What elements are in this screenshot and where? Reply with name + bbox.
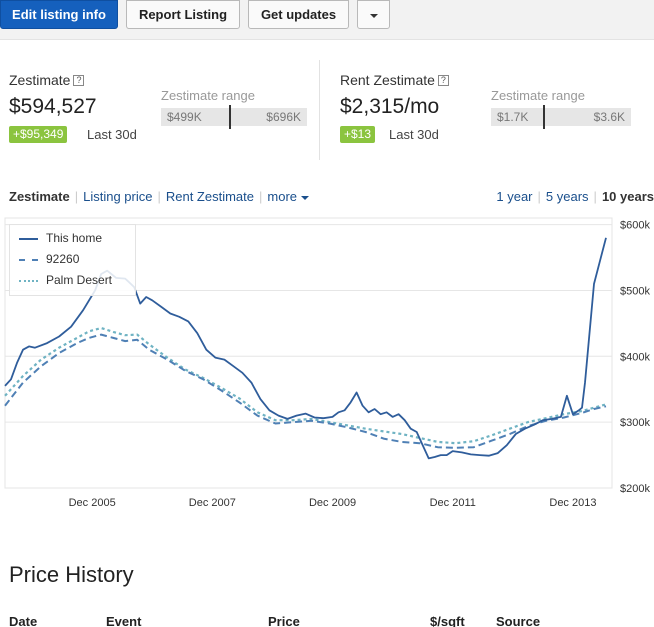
report-listing-button[interactable]: Report Listing bbox=[126, 0, 240, 29]
y-tick-label: $400k bbox=[620, 351, 650, 363]
tab-zestimate[interactable]: Zestimate bbox=[9, 189, 70, 204]
x-tick-label: Dec 2005 bbox=[69, 497, 116, 509]
range-tabs: 1 year | 5 years | 10 years bbox=[496, 189, 654, 204]
zestimate-change-badge: +$95,349 bbox=[9, 126, 68, 143]
legend-item-zip[interactable]: 92260 bbox=[19, 252, 79, 266]
zestimate-label-text: Zestimate bbox=[9, 72, 71, 88]
legend-swatch-dotted bbox=[19, 279, 38, 282]
rent-zestimate-panel: Rent Zestimate? $2,315/mo +$13 Last 30d … bbox=[340, 58, 640, 168]
rent-range-label: Zestimate range bbox=[491, 88, 585, 103]
rent-range-bar: $1.7K $3.6K bbox=[491, 105, 631, 129]
more-options-button[interactable] bbox=[357, 0, 390, 29]
chevron-down-icon bbox=[300, 195, 309, 200]
range-10-years[interactable]: 10 years bbox=[601, 189, 654, 204]
action-toolbar: Edit listing info Report Listing Get upd… bbox=[0, 0, 654, 40]
rent-period: Last 30d bbox=[389, 127, 439, 142]
range-separator: | bbox=[593, 189, 597, 204]
zestimate-range-label: Zestimate range bbox=[161, 88, 255, 103]
legend-item-city[interactable]: Palm Desert bbox=[19, 273, 112, 287]
rent-range-marker bbox=[543, 105, 545, 129]
tab-rent-zestimate[interactable]: Rent Zestimate bbox=[165, 189, 255, 204]
legend-swatch-solid bbox=[19, 237, 38, 240]
y-tick-label: $200k bbox=[620, 483, 650, 495]
tab-separator: | bbox=[157, 189, 161, 204]
chart-tabs: Zestimate | Listing price | Rent Zestimate | m… bbox=[9, 189, 309, 204]
rent-zestimate-label-text: Rent Zestimate bbox=[340, 72, 435, 88]
y-tick-label: $300k bbox=[620, 417, 650, 429]
zestimate-range-marker bbox=[229, 105, 231, 129]
help-icon[interactable]: ? bbox=[437, 75, 449, 86]
zestimate-range-bar: $499K $696K bbox=[161, 105, 307, 129]
rent-zestimate-label: Rent Zestimate? bbox=[340, 72, 449, 88]
x-tick-label: Dec 2013 bbox=[549, 497, 596, 509]
rent-range-low: $1.7K bbox=[497, 110, 529, 124]
tab-more[interactable]: more bbox=[267, 189, 309, 204]
tab-separator: | bbox=[259, 189, 263, 204]
series-line-92260 bbox=[4, 333, 607, 449]
rent-zestimate-value: $2,315/mo bbox=[340, 95, 440, 118]
column-header-event[interactable]: Event bbox=[106, 614, 142, 627]
tab-more-label: more bbox=[267, 189, 298, 204]
help-icon[interactable]: ? bbox=[73, 75, 85, 86]
range-5-years[interactable]: 5 years bbox=[545, 189, 589, 204]
tab-listing-price[interactable]: Listing price bbox=[83, 189, 153, 204]
x-tick-label: Dec 2007 bbox=[189, 497, 236, 509]
column-header-sqft[interactable]: $/sqft bbox=[430, 614, 465, 627]
edit-listing-button[interactable]: Edit listing info bbox=[0, 0, 118, 29]
range-separator: | bbox=[537, 189, 541, 204]
tab-separator: | bbox=[74, 189, 79, 204]
column-header-price[interactable]: Price bbox=[268, 614, 300, 627]
y-tick-label: $600k bbox=[620, 220, 650, 232]
range-1-year[interactable]: 1 year bbox=[496, 189, 533, 204]
zestimate-range-high: $696K bbox=[266, 110, 301, 124]
panel-divider bbox=[319, 60, 320, 160]
price-history-title: Price History bbox=[9, 562, 134, 587]
zestimate-range-low: $499K bbox=[167, 110, 202, 124]
zestimate-value: $594,527 bbox=[9, 95, 97, 118]
x-tick-label: Dec 2009 bbox=[309, 497, 356, 509]
zestimate-label: Zestimate? bbox=[9, 72, 85, 88]
zestimate-panel: Zestimate? $594,527 +$95,349 Last 30d Ze… bbox=[9, 58, 309, 168]
legend-swatch-dashed bbox=[19, 258, 38, 261]
get-updates-button[interactable]: Get updates bbox=[248, 0, 349, 29]
x-tick-label: Dec 2011 bbox=[430, 497, 476, 509]
legend-label: This home bbox=[46, 231, 103, 245]
series-line-palm-desert bbox=[4, 326, 607, 445]
legend-label: 92260 bbox=[46, 252, 80, 266]
legend-item-this-home[interactable]: This home bbox=[19, 231, 102, 245]
legend-label: Palm Desert bbox=[46, 273, 113, 287]
column-header-date[interactable]: Date bbox=[9, 614, 38, 627]
rent-change-badge: +$13 bbox=[340, 126, 376, 143]
chart-legend: This home 92260 Palm Desert bbox=[9, 224, 136, 296]
rent-range-high: $3.6K bbox=[593, 110, 625, 124]
zestimate-period: Last 30d bbox=[87, 127, 137, 142]
chevron-down-icon bbox=[369, 13, 378, 18]
y-tick-label: $500k bbox=[620, 285, 650, 297]
column-header-source[interactable]: Source bbox=[496, 614, 541, 627]
